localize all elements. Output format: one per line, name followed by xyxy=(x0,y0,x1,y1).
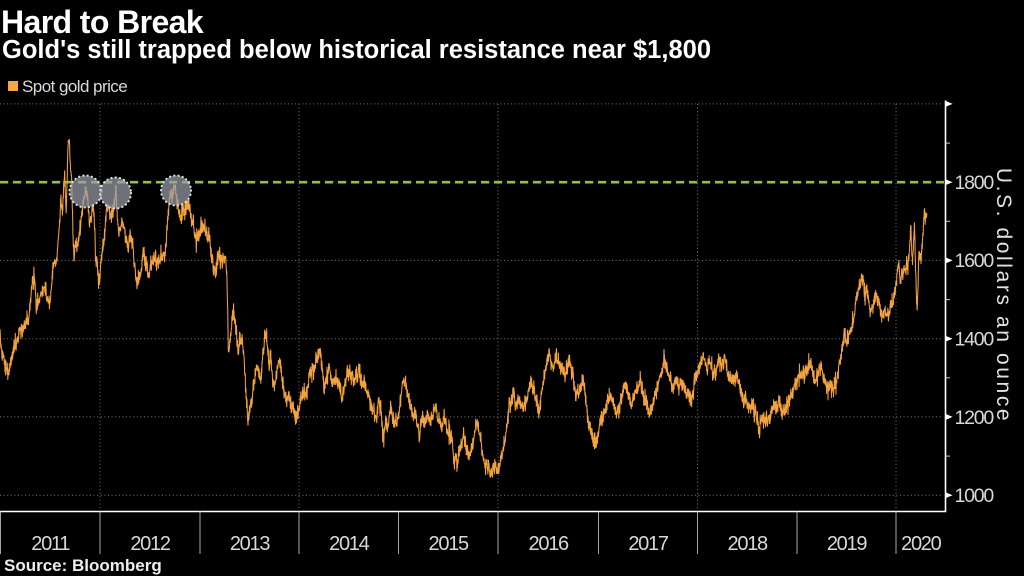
svg-text:2019: 2019 xyxy=(827,533,867,555)
svg-text:2016: 2016 xyxy=(529,533,569,555)
svg-text:2017: 2017 xyxy=(628,533,668,555)
svg-text:1800: 1800 xyxy=(955,172,995,194)
svg-text:2013: 2013 xyxy=(230,533,270,555)
svg-text:2012: 2012 xyxy=(130,533,170,555)
svg-text:2015: 2015 xyxy=(429,533,469,555)
svg-text:1400: 1400 xyxy=(955,329,995,351)
svg-text:2014: 2014 xyxy=(329,533,369,555)
svg-text:1600: 1600 xyxy=(955,250,995,272)
svg-text:2011: 2011 xyxy=(31,533,70,555)
svg-text:2018: 2018 xyxy=(728,533,768,555)
svg-text:1000: 1000 xyxy=(955,485,995,507)
svg-text:1200: 1200 xyxy=(955,407,995,429)
svg-text:U.S. dollars an ounce: U.S. dollars an ounce xyxy=(992,168,1015,423)
svg-text:2020: 2020 xyxy=(901,533,941,555)
